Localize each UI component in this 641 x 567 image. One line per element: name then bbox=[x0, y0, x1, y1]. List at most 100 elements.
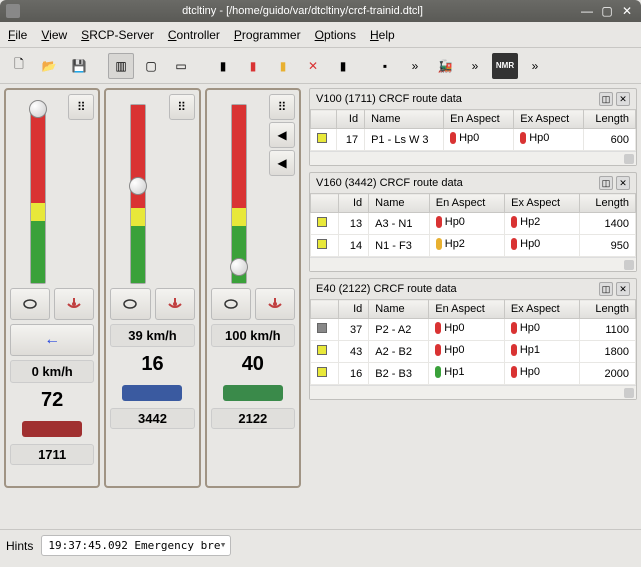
headlight-button[interactable] bbox=[10, 288, 50, 320]
close-panel-button[interactable]: ✕ bbox=[616, 92, 630, 106]
signal-icon bbox=[511, 322, 517, 334]
more-2-button[interactable]: » bbox=[462, 53, 488, 79]
column-header[interactable]: Id bbox=[338, 194, 368, 213]
close-button[interactable]: ✕ bbox=[619, 4, 635, 18]
signal-icon bbox=[511, 344, 517, 356]
loco-image bbox=[10, 418, 94, 440]
menu-options[interactable]: Options bbox=[315, 28, 356, 42]
headlight-button[interactable] bbox=[110, 288, 150, 320]
dice-button[interactable]: ⠿ bbox=[68, 94, 94, 120]
menu-view[interactable]: View bbox=[41, 28, 67, 42]
table-row[interactable]: 13A3 - N1Hp0Hp21400 bbox=[311, 213, 636, 235]
toolbar: 🗋 📂 💾 ▥ ▢ ▭ ▮ ▮ ▮ ✕ ▮ ▪ » 🚂 » NMR » bbox=[0, 48, 641, 84]
menu-programmer[interactable]: Programmer bbox=[234, 28, 301, 42]
signal-3-button[interactable]: ▮ bbox=[270, 53, 296, 79]
column-header[interactable]: Name bbox=[365, 110, 444, 129]
signal-icon bbox=[520, 132, 526, 144]
close-panel-button[interactable]: ✕ bbox=[616, 176, 630, 190]
column-header[interactable]: Length bbox=[583, 110, 635, 129]
dice-button[interactable]: ⠿ bbox=[169, 94, 195, 120]
detach-button[interactable]: ◫ bbox=[599, 176, 613, 190]
direction-button[interactable]: ← bbox=[10, 324, 94, 356]
loco-image bbox=[110, 382, 194, 404]
address-display: 40 bbox=[211, 351, 295, 378]
open-button[interactable]: 📂 bbox=[36, 53, 62, 79]
address-display: 16 bbox=[110, 351, 194, 378]
menu-file[interactable]: File bbox=[8, 28, 27, 42]
speed-slider[interactable] bbox=[231, 104, 247, 284]
signal-1-button[interactable]: ▮ bbox=[210, 53, 236, 79]
menu-controller[interactable]: Controller bbox=[168, 28, 220, 42]
layout-c-button[interactable]: ▭ bbox=[168, 53, 194, 79]
train-id-display: 2122 bbox=[211, 408, 295, 429]
menu-help[interactable]: Help bbox=[370, 28, 395, 42]
dice-button[interactable]: ⠿ bbox=[269, 94, 295, 120]
signal-5-button[interactable]: ▮ bbox=[330, 53, 356, 79]
detach-button[interactable]: ◫ bbox=[599, 282, 613, 296]
titlebar: dtcltiny - [/home/guido/var/dtcltiny/crc… bbox=[0, 0, 641, 22]
table-row[interactable]: 17P1 - Ls W 3Hp0Hp0600 bbox=[311, 129, 636, 151]
speaker-button[interactable]: ◀ bbox=[269, 150, 295, 176]
speed-slider[interactable] bbox=[130, 104, 146, 284]
speaker-button[interactable]: ◀ bbox=[269, 122, 295, 148]
scrollbar[interactable] bbox=[310, 385, 636, 399]
hints-label: Hints bbox=[6, 539, 33, 553]
table-row[interactable]: 43A2 - B2Hp0Hp11800 bbox=[311, 341, 636, 363]
maximize-button[interactable]: ▢ bbox=[599, 4, 615, 18]
route-table: IdNameEn AspectEx AspectLength37P2 - A2H… bbox=[310, 299, 636, 385]
scrollbar[interactable] bbox=[310, 151, 636, 165]
signal-icon bbox=[435, 344, 441, 356]
hints-dropdown[interactable]: 19:37:45.092 Emergency bre bbox=[41, 535, 231, 556]
route-table: IdNameEn AspectEx AspectLength17P1 - Ls … bbox=[310, 109, 636, 151]
column-header[interactable]: Name bbox=[369, 194, 430, 213]
flag-button[interactable]: ▪ bbox=[372, 53, 398, 79]
more-1-button[interactable]: » bbox=[402, 53, 428, 79]
column-header[interactable]: Ex Aspect bbox=[514, 110, 583, 129]
headlight-button[interactable] bbox=[211, 288, 251, 320]
column-header[interactable]: Id bbox=[336, 110, 364, 129]
table-row[interactable]: 37P2 - A2Hp0Hp01100 bbox=[311, 319, 636, 341]
minimize-button[interactable]: — bbox=[579, 4, 595, 18]
column-header[interactable]: Length bbox=[579, 300, 635, 319]
scrollbar[interactable] bbox=[310, 257, 636, 271]
loco-button[interactable]: 🚂 bbox=[432, 53, 458, 79]
column-header[interactable]: Id bbox=[338, 300, 368, 319]
status-icon bbox=[317, 367, 327, 377]
column-header[interactable]: Name bbox=[369, 300, 429, 319]
pantograph-button[interactable] bbox=[155, 288, 195, 320]
column-header[interactable]: En Aspect bbox=[444, 110, 514, 129]
signal-icon bbox=[511, 216, 517, 228]
column-header[interactable] bbox=[311, 300, 339, 319]
more-3-button[interactable]: » bbox=[522, 53, 548, 79]
column-header[interactable]: En Aspect bbox=[429, 194, 504, 213]
loco-panel: ⠿◀◀100 km/h402122 bbox=[205, 88, 301, 488]
pantograph-button[interactable] bbox=[54, 288, 94, 320]
column-header[interactable]: Length bbox=[579, 194, 635, 213]
loco-panel: ⠿39 km/h163442 bbox=[104, 88, 200, 488]
route-panel: V100 (1711) CRCF route data◫✕ IdNameEn As… bbox=[309, 88, 637, 166]
menu-srcp-server[interactable]: SRCP-Server bbox=[81, 28, 154, 42]
speed-slider[interactable] bbox=[30, 104, 46, 284]
signal-icon bbox=[435, 366, 441, 378]
statusbar: Hints 19:37:45.092 Emergency bre bbox=[0, 529, 641, 561]
status-icon bbox=[317, 323, 327, 333]
layout-a-button[interactable]: ▥ bbox=[108, 53, 134, 79]
column-header[interactable]: En Aspect bbox=[429, 300, 505, 319]
save-button[interactable]: 💾 bbox=[66, 53, 92, 79]
signal-4-button[interactable]: ✕ bbox=[300, 53, 326, 79]
table-row[interactable]: 16B2 - B3Hp1Hp02000 bbox=[311, 363, 636, 385]
table-row[interactable]: 14N1 - F3Hp2Hp0950 bbox=[311, 235, 636, 257]
column-header[interactable] bbox=[311, 110, 337, 129]
signal-2-button[interactable]: ▮ bbox=[240, 53, 266, 79]
speed-display: 100 km/h bbox=[211, 324, 295, 347]
close-panel-button[interactable]: ✕ bbox=[616, 282, 630, 296]
column-header[interactable] bbox=[311, 194, 339, 213]
pantograph-button[interactable] bbox=[255, 288, 295, 320]
route-panel-title: V100 (1711) CRCF route data bbox=[316, 93, 599, 105]
nmr-button[interactable]: NMR bbox=[492, 53, 518, 79]
layout-b-button[interactable]: ▢ bbox=[138, 53, 164, 79]
new-button[interactable]: 🗋 bbox=[6, 53, 32, 79]
column-header[interactable]: Ex Aspect bbox=[505, 194, 580, 213]
column-header[interactable]: Ex Aspect bbox=[504, 300, 579, 319]
detach-button[interactable]: ◫ bbox=[599, 92, 613, 106]
